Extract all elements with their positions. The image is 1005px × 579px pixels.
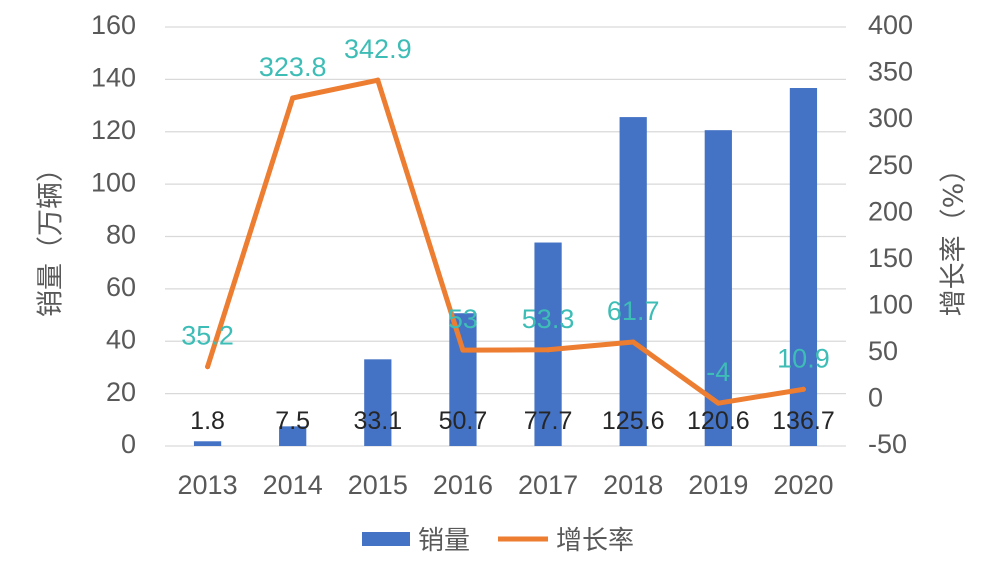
x-tick-label: 2018 [603,470,663,500]
bar-value-label: 1.8 [190,407,225,435]
x-tick-label: 2016 [433,470,493,500]
left-tick-label: 140 [91,63,136,93]
bar-2020 [789,88,818,446]
x-tick-label: 2015 [348,470,408,500]
right-tick-label: 200 [868,196,913,226]
left-tick-label: 60 [106,272,136,302]
bar-value-label: 7.5 [275,407,310,435]
left-tick-label: 120 [91,115,136,145]
growth-rate-line [205,77,806,406]
x-tick-label: 2019 [688,470,748,500]
bar-2019 [704,130,732,446]
line-value-label: -4 [706,357,730,387]
bar-value-label: 77.7 [524,407,573,435]
left-tick-label: 160 [91,10,136,40]
bar-2015 [364,359,392,446]
left-tick-label: 100 [91,167,136,197]
bar-value-label: 50.7 [439,407,488,435]
line-value-label: 53.3 [522,304,575,334]
bar-value-label: 33.1 [353,407,402,435]
line-value-label: 61.7 [607,296,660,326]
bar-value-label: 136.7 [772,407,835,435]
line-series [205,77,806,406]
right-tick-label: -50 [868,429,907,459]
gridlines [165,26,846,447]
x-tick-label: 2013 [178,470,238,500]
right-tick-label: 400 [868,10,913,40]
line-value-label: 323.8 [259,52,327,82]
bar-2014 [279,426,307,446]
line-value-label: 53 [448,304,478,334]
left-tick-label: 20 [106,377,136,407]
bar-2017 [534,242,562,446]
line-value-labels: 35.2 323.8 342.9 53 53.3 61.7 -4 10.9 [181,34,829,387]
right-tick-label: 100 [868,289,913,319]
right-axis-ticks: -50 0 50 100 150 200 250 300 350 400 [868,10,913,459]
growth-rate-point [715,400,721,406]
bar-2018 [619,117,647,447]
legend: 销量 增长率 [362,526,634,556]
growth-rate-point [630,339,636,345]
left-tick-label: 80 [106,220,136,250]
bar-value-label: 125.6 [602,407,665,435]
x-tick-label: 2014 [263,470,323,500]
left-tick-label: 40 [106,324,136,354]
left-axis-title: 销量（万辆） [36,155,67,317]
right-tick-label: 300 [868,103,913,133]
legend-bar-label: 销量 [418,526,470,556]
growth-rate-point [545,347,551,353]
right-tick-label: 0 [868,383,883,413]
legend-bar-swatch [362,532,410,546]
left-tick-label: 0 [121,429,136,459]
right-tick-label: 350 [868,57,913,87]
growth-rate-point [375,77,381,83]
bar-series [193,88,818,447]
bar-value-label: 120.6 [687,407,750,435]
legend-line-label: 增长率 [556,526,634,556]
growth-rate-point [290,95,296,101]
right-tick-label: 150 [868,243,913,273]
right-axis-title: 增长率（%） [939,156,970,317]
growth-rate-point [800,386,806,392]
line-value-label: 10.9 [777,343,830,373]
x-tick-label: 2020 [773,470,833,500]
right-tick-label: 50 [868,336,898,366]
line-value-label: 35.2 [181,321,234,351]
growth-rate-point [205,364,211,370]
bar-2016 [449,313,477,446]
growth-rate-point [460,347,466,353]
left-axis-ticks: 0 20 40 60 80 100 120 140 160 [91,10,136,459]
bar-2013 [193,441,222,446]
right-tick-label: 250 [868,150,913,180]
bar-value-labels: 1.8 7.5 33.1 50.7 77.7 125.6 120.6 136.7 [190,407,835,435]
x-axis-ticks: 2013 2014 2015 2016 2017 2018 2019 2020 [178,470,834,500]
x-tick-label: 2017 [518,470,578,500]
line-value-label: 342.9 [344,34,412,64]
